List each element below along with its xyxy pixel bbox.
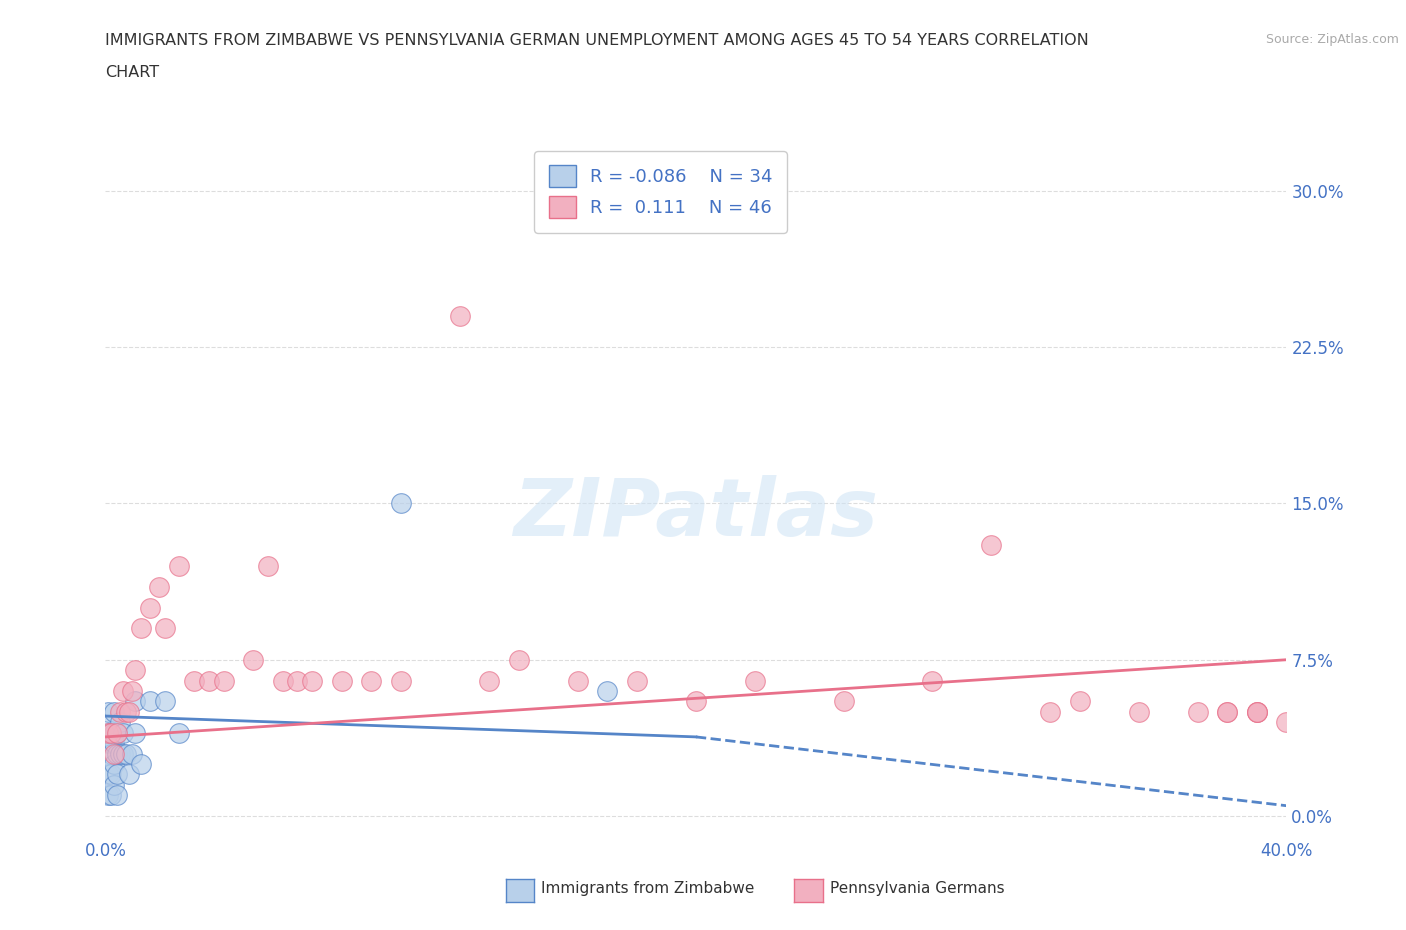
Point [148,579,170,594]
Point [626,673,648,688]
Point [478,673,501,688]
Point [212,673,235,688]
Point [97,704,120,719]
Point [124,663,146,678]
Point [449,308,471,323]
Point [110,715,132,730]
Point [124,725,146,740]
Point [1216,704,1239,719]
Point [256,558,278,573]
Point [1246,704,1268,719]
Point [330,673,353,688]
Point [129,621,152,636]
Point [105,725,128,740]
Point [100,725,122,740]
Point [103,757,125,772]
Point [508,652,530,667]
Point [97,725,120,740]
Point [389,496,412,511]
Point [118,767,141,782]
Legend: R = -0.086    N = 34, R =  0.111    N = 46: R = -0.086 N = 34, R = 0.111 N = 46 [534,151,787,232]
Point [360,673,382,688]
Point [153,621,176,636]
Point [110,746,132,761]
Point [105,788,128,803]
Point [744,673,766,688]
Point [103,746,125,761]
Point [112,684,135,698]
Point [103,725,125,740]
Point [183,673,205,688]
Point [685,694,707,709]
Text: ZIPatlas: ZIPatlas [513,474,879,552]
Point [115,746,138,761]
Point [105,767,128,782]
Point [1187,704,1209,719]
Point [169,558,191,573]
Point [1275,715,1298,730]
Point [103,704,125,719]
Point [1128,704,1150,719]
Point [100,746,122,761]
Point [100,788,122,803]
Point [596,684,619,698]
Point [287,673,309,688]
Text: CHART: CHART [105,65,159,80]
Point [97,788,120,803]
Point [1246,704,1268,719]
Text: Pennsylvania Germans: Pennsylvania Germans [830,881,1004,896]
Point [121,746,143,761]
Point [921,673,943,688]
Point [567,673,589,688]
Point [197,673,219,688]
Point [103,736,125,751]
Text: Immigrants from Zimbabwe: Immigrants from Zimbabwe [541,881,755,896]
Point [97,725,120,740]
Point [980,538,1002,552]
Point [301,673,323,688]
Point [105,725,128,740]
Point [138,600,162,615]
Point [110,704,132,719]
Point [112,746,135,761]
Point [1039,704,1062,719]
Point [118,704,141,719]
Point [169,725,191,740]
Point [124,694,146,709]
Text: Source: ZipAtlas.com: Source: ZipAtlas.com [1265,33,1399,46]
Point [242,652,264,667]
Point [97,736,120,751]
Point [832,694,855,709]
Point [389,673,412,688]
Point [271,673,294,688]
Point [97,767,120,782]
Point [138,694,162,709]
Text: IMMIGRANTS FROM ZIMBABWE VS PENNSYLVANIA GERMAN UNEMPLOYMENT AMONG AGES 45 TO 54: IMMIGRANTS FROM ZIMBABWE VS PENNSYLVANIA… [105,33,1090,47]
Y-axis label: Unemployment Among Ages 45 to 54 years: Unemployment Among Ages 45 to 54 years [0,326,7,660]
Point [121,684,143,698]
Point [153,694,176,709]
Point [103,777,125,792]
Point [100,767,122,782]
Point [112,725,135,740]
Point [1069,694,1091,709]
Point [129,757,152,772]
Point [1216,704,1239,719]
Point [105,746,128,761]
Point [115,704,138,719]
Point [100,725,122,740]
Point [1246,704,1268,719]
Point [100,736,122,751]
